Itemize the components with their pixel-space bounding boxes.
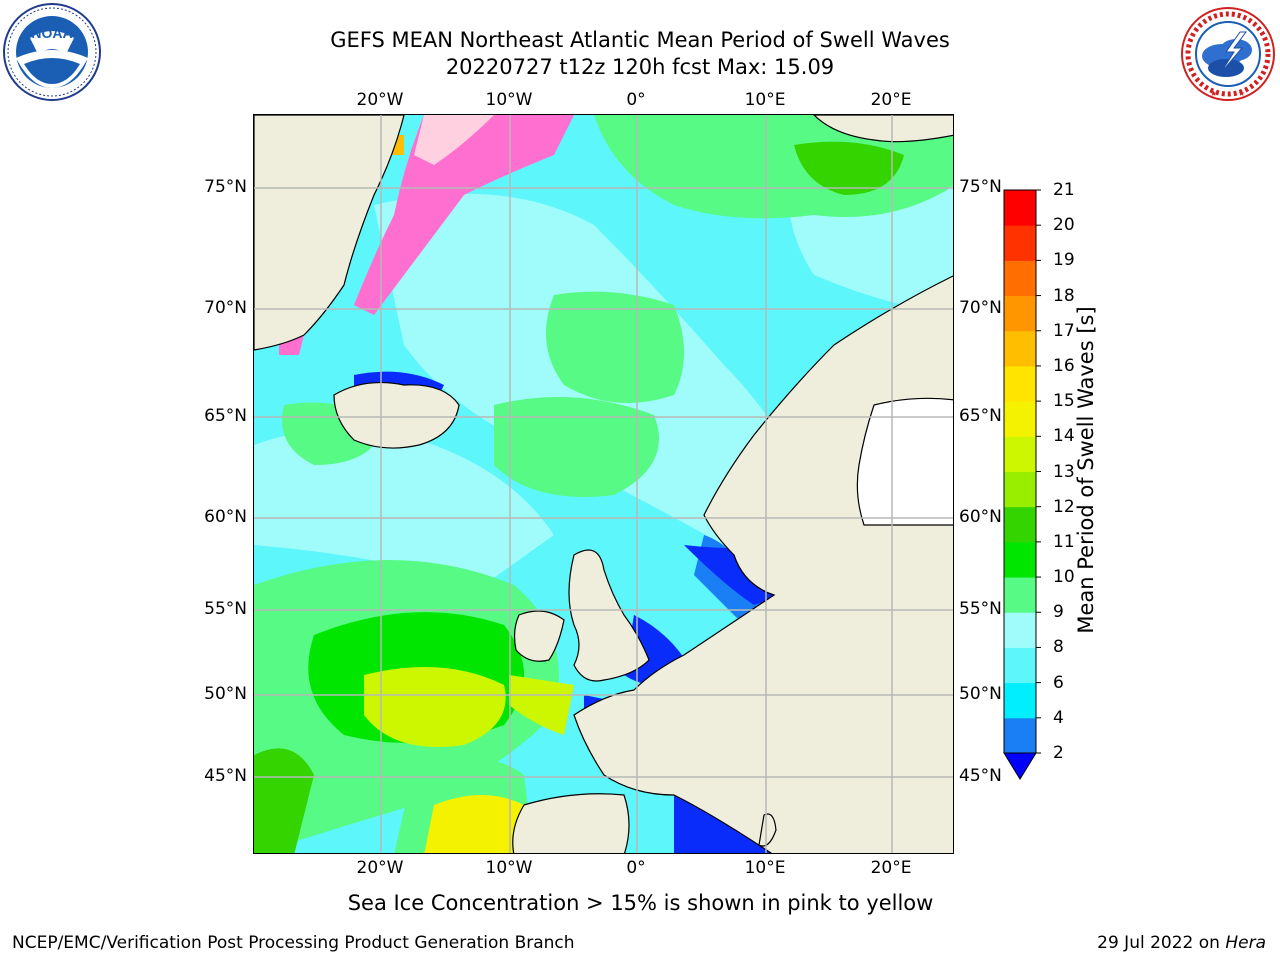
colorbar-tick-label: 17: [1053, 320, 1075, 341]
colorbar-tick-label: 20: [1053, 215, 1075, 236]
lat-label-left: 55°N: [204, 599, 247, 619]
gulf-of-bothnia-nodata: [856, 397, 953, 526]
colorbar-tick-label: 19: [1053, 250, 1075, 271]
footer-date: 29 Jul 2022 on Hera: [1097, 933, 1266, 953]
lon-label-bottom: 10°W: [485, 858, 533, 878]
swell-period-field: [254, 115, 953, 853]
iceland-land: [333, 381, 460, 449]
svg-text:★: ★: [1238, 89, 1245, 98]
colorbar-tick-label: 14: [1053, 426, 1075, 447]
colorbar-tick-label: 9: [1053, 602, 1064, 623]
colorbar-title: Mean Period of Swell Waves [s]: [1074, 306, 1098, 634]
colorbar-bin: [1004, 436, 1036, 472]
map-title: GEFS MEAN Northeast Atlantic Mean Period…: [330, 28, 950, 52]
lon-label-bottom: 20°W: [356, 858, 404, 878]
graticule: [254, 115, 953, 853]
colorbar-tick-label: 8: [1053, 637, 1064, 658]
iberia-land: [512, 793, 630, 853]
sea-ice-note: Sea Ice Concentration > 15% is shown in …: [347, 891, 934, 915]
colorbar-bin: [1004, 401, 1036, 437]
colorbar-bin: [1004, 506, 1036, 543]
colorbar-bin: [1004, 295, 1036, 332]
footer-date-text: 29 Jul 2022 on: [1097, 933, 1220, 953]
footer-credit: NCEP/EMC/Verification Post Processing Pr…: [12, 933, 575, 953]
colorbar-bin: [1004, 365, 1036, 402]
colorbar-tick-label: 18: [1053, 285, 1075, 306]
colorbar-bin: [1004, 190, 1036, 226]
europe-land: [573, 275, 953, 853]
lat-label-right: 75°N: [959, 177, 1002, 197]
lat-label-right: 45°N: [959, 766, 1002, 786]
lon-label-bottom: 10°E: [744, 858, 786, 878]
lat-label-right: 60°N: [959, 507, 1002, 527]
noaa-logo-text: NOAA: [31, 25, 72, 41]
ireland-land: [513, 610, 565, 662]
lat-label-left: 65°N: [204, 406, 247, 426]
swell-yellow-patch: [364, 667, 506, 747]
colorbar-tick-label: 11: [1053, 531, 1075, 552]
lat-label-left: 50°N: [204, 684, 247, 704]
nws-logo: ★ ★: [1180, 6, 1276, 102]
lat-label-right: 50°N: [959, 684, 1002, 704]
colorbar-bin: [1004, 577, 1036, 613]
colorbar-tick-label: 12: [1053, 496, 1075, 517]
colorbar-bin: [1004, 647, 1036, 684]
lat-label-right: 70°N: [959, 298, 1002, 318]
lat-label-left: 70°N: [204, 298, 247, 318]
lon-label-top: 0°: [626, 90, 646, 110]
sea-ice-edge: [354, 115, 574, 315]
colorbar-tick-label: 15: [1053, 391, 1075, 412]
colorbar-bin: [1004, 717, 1036, 754]
colorbar-bin: [1004, 260, 1036, 297]
colorbar-tick-label: 6: [1053, 672, 1064, 693]
lat-label-right: 55°N: [959, 599, 1002, 619]
lon-label-bottom: 20°E: [870, 858, 912, 878]
lon-label-top: 20°W: [356, 90, 404, 110]
colorbar-tick-label: 16: [1053, 355, 1075, 376]
lat-label-left: 75°N: [204, 177, 247, 197]
lon-label-top: 20°E: [870, 90, 912, 110]
lat-label-right: 65°N: [959, 406, 1002, 426]
map-subtitle: 20220727 t12z 120h fcst Max: 15.09: [445, 55, 835, 79]
svg-text:★: ★: [1210, 89, 1217, 98]
colorbar-extend-arrow: [1003, 752, 1037, 780]
colorbar-tick-label: 13: [1053, 461, 1075, 482]
colorbar-scale: [1003, 189, 1041, 780]
lon-label-bottom: 0°: [626, 858, 646, 878]
colorbar-bin: [1004, 330, 1036, 367]
colorbar-tick-label: 10: [1053, 567, 1075, 588]
greenland-land: [254, 115, 405, 351]
land-masses: [254, 115, 953, 853]
lon-label-top: 10°W: [485, 90, 533, 110]
footer-host: Hera: [1225, 933, 1266, 953]
lon-label-top: 10°E: [744, 90, 786, 110]
colorbar-tick-label: 4: [1053, 707, 1064, 728]
colorbar-bin: [1004, 612, 1036, 648]
lat-label-left: 45°N: [204, 766, 247, 786]
colorbar-bin: [1004, 225, 1036, 261]
colorbar-bin: [1004, 471, 1036, 508]
colorbar-tick-label: 21: [1053, 180, 1075, 200]
noaa-logo: NOAA: [2, 2, 102, 102]
colorbar-tick-label: 2: [1053, 743, 1064, 763]
lat-label-left: 60°N: [204, 507, 247, 527]
colorbar-bin: [1004, 682, 1036, 719]
colorbar-bin: [1004, 541, 1036, 578]
great-britain-land: [568, 549, 650, 682]
map-plot-area: [253, 114, 954, 854]
colorbar: [996, 180, 1056, 790]
